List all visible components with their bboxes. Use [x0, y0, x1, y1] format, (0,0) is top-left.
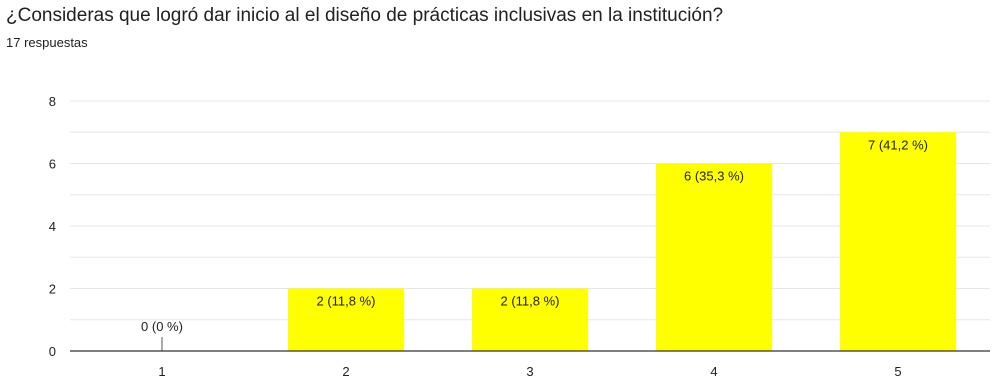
x-tick-label: 4 [710, 364, 717, 379]
y-tick-label: 4 [49, 219, 56, 234]
response-count: 17 respuestas [6, 35, 88, 50]
bar-data-label: 6 (35,3 %) [684, 169, 744, 184]
y-tick-label: 8 [49, 94, 56, 109]
x-tick-label: 1 [158, 364, 165, 379]
question-title: ¿Consideras que logró dar inicio al el d… [6, 5, 724, 26]
bar-data-label: 2 (11,8 %) [316, 294, 375, 309]
y-tick-label: 0 [49, 344, 56, 359]
y-tick-label: 6 [49, 157, 56, 172]
bar [472, 288, 588, 351]
bar-data-label: 7 (41,2 %) [868, 137, 928, 152]
bar [288, 288, 404, 351]
x-tick-label: 2 [342, 364, 349, 379]
x-tick-label: 5 [894, 364, 901, 379]
bar [656, 163, 772, 351]
bar-data-label: 2 (11,8 %) [500, 294, 559, 309]
x-tick-label: 3 [526, 364, 533, 379]
bar [840, 132, 956, 351]
y-tick-label: 2 [49, 282, 56, 297]
bar-data-label: 0 (0 %) [141, 319, 183, 334]
